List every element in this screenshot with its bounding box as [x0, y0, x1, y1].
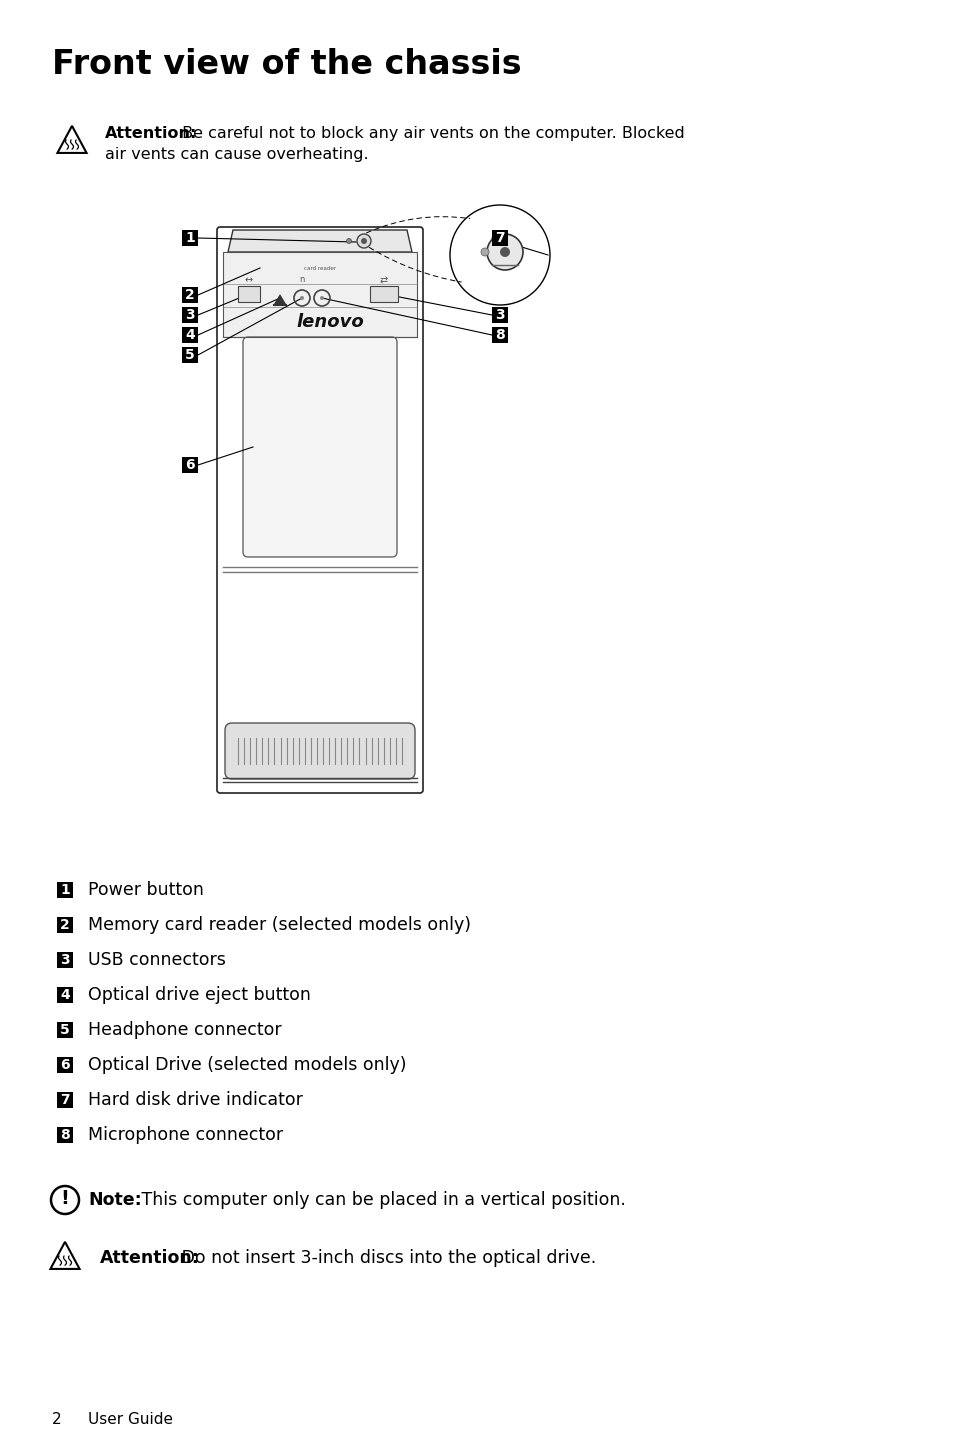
Text: 2: 2	[52, 1413, 62, 1427]
Circle shape	[486, 234, 522, 270]
FancyBboxPatch shape	[216, 227, 422, 793]
Polygon shape	[228, 229, 412, 253]
Text: Memory card reader (selected models only): Memory card reader (selected models only…	[88, 916, 471, 934]
Text: 4: 4	[185, 328, 194, 343]
Text: Hard disk drive indicator: Hard disk drive indicator	[88, 1090, 302, 1109]
Polygon shape	[274, 293, 286, 303]
FancyBboxPatch shape	[370, 286, 397, 302]
Text: ↔: ↔	[245, 274, 253, 285]
Text: Front view of the chassis: Front view of the chassis	[52, 48, 521, 81]
Circle shape	[480, 248, 489, 256]
Bar	[492, 306, 507, 322]
Bar	[57, 953, 73, 968]
Text: air vents can cause overheating.: air vents can cause overheating.	[105, 147, 368, 163]
Text: !: !	[60, 1189, 70, 1208]
Bar	[492, 229, 507, 245]
Text: lenovo: lenovo	[295, 314, 363, 331]
Text: 1: 1	[185, 231, 194, 245]
Text: card reader: card reader	[304, 266, 335, 270]
Text: 2: 2	[60, 918, 70, 932]
Text: Do not insert 3-inch discs into the optical drive.: Do not insert 3-inch discs into the opti…	[175, 1249, 596, 1268]
Text: Microphone connector: Microphone connector	[88, 1125, 283, 1144]
Bar	[57, 881, 73, 897]
Text: ⇄: ⇄	[379, 274, 388, 285]
Text: 7: 7	[495, 231, 504, 245]
Text: Be careful not to block any air vents on the computer. Blocked: Be careful not to block any air vents on…	[177, 126, 684, 141]
Text: 8: 8	[60, 1128, 70, 1143]
Text: 8: 8	[495, 328, 504, 343]
Text: 6: 6	[60, 1059, 70, 1072]
Text: n: n	[299, 276, 304, 285]
Text: This computer only can be placed in a vertical position.: This computer only can be placed in a ve…	[136, 1191, 625, 1210]
Bar	[182, 457, 198, 473]
Circle shape	[499, 247, 510, 257]
Text: User Guide: User Guide	[88, 1413, 172, 1427]
Text: Attention:: Attention:	[105, 126, 197, 141]
Text: Optical drive eject button: Optical drive eject button	[88, 986, 311, 1003]
Bar	[182, 229, 198, 245]
FancyBboxPatch shape	[243, 337, 396, 558]
FancyBboxPatch shape	[237, 286, 260, 302]
Bar	[182, 347, 198, 363]
Text: 7: 7	[60, 1093, 70, 1106]
Bar	[57, 1092, 73, 1108]
Bar	[223, 253, 416, 337]
Bar	[57, 1022, 73, 1038]
Text: 4: 4	[60, 987, 70, 1002]
Bar	[57, 1127, 73, 1143]
Bar	[57, 918, 73, 934]
Bar	[182, 327, 198, 343]
Text: Headphone connector: Headphone connector	[88, 1021, 281, 1040]
Text: 6: 6	[185, 457, 194, 472]
Circle shape	[299, 296, 304, 301]
Text: 3: 3	[60, 953, 70, 967]
Bar	[492, 327, 507, 343]
Circle shape	[346, 238, 351, 244]
Bar	[57, 987, 73, 1003]
Text: 3: 3	[185, 308, 194, 322]
Text: USB connectors: USB connectors	[88, 951, 226, 968]
Circle shape	[356, 234, 371, 248]
Text: 3: 3	[495, 308, 504, 322]
Text: Attention:: Attention:	[100, 1249, 200, 1268]
Text: Power button: Power button	[88, 881, 204, 899]
Bar	[182, 287, 198, 303]
Text: 2: 2	[185, 287, 194, 302]
Text: 1: 1	[60, 883, 70, 897]
Text: Note:: Note:	[88, 1191, 142, 1210]
Text: Optical Drive (selected models only): Optical Drive (selected models only)	[88, 1056, 406, 1074]
Circle shape	[450, 205, 550, 305]
Bar	[57, 1057, 73, 1073]
Circle shape	[319, 296, 324, 301]
Text: 5: 5	[185, 348, 194, 362]
Circle shape	[360, 238, 367, 244]
Bar	[182, 306, 198, 322]
FancyBboxPatch shape	[225, 723, 415, 780]
Text: 5: 5	[60, 1024, 70, 1037]
